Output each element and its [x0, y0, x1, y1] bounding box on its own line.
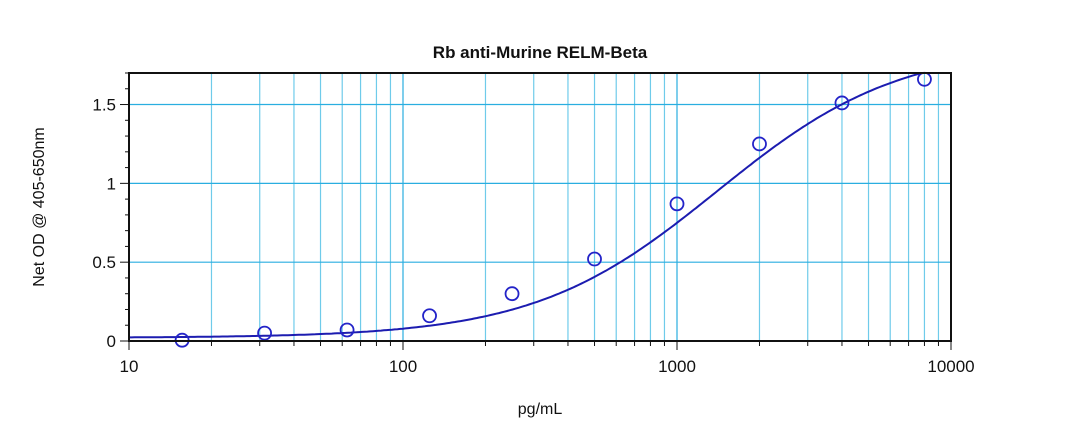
- y-tick-label: 0: [107, 332, 116, 351]
- chart-title: Rb anti-Murine RELM-Beta: [433, 43, 648, 62]
- x-tick-label: 10: [120, 357, 139, 376]
- plot-frame: [128, 72, 952, 342]
- x-axis-ticks: [128, 341, 952, 350]
- data-point-marker: [422, 308, 437, 324]
- data-point-marker: [669, 196, 685, 212]
- fit-curve: [129, 72, 951, 339]
- x-tick-label: 100: [389, 357, 417, 376]
- data-point-marker: [339, 322, 355, 338]
- data-point-marker: [752, 136, 767, 152]
- y-tick-label: 0.5: [92, 253, 116, 272]
- data-point-marker: [587, 251, 602, 267]
- data-point-marker: [834, 95, 850, 111]
- data-point-marker: [504, 286, 520, 302]
- y-tick-label: 1: [107, 174, 116, 193]
- x-tick-label: 10000: [927, 357, 974, 376]
- x-tick-label: 1000: [658, 357, 696, 376]
- y-axis-ticks: [120, 72, 129, 342]
- data-markers: [174, 71, 932, 348]
- x-tick-labels: 10 100 1000 10000: [120, 357, 975, 376]
- y-axis-label: Net OD @ 405-650nm: [31, 127, 48, 286]
- y-tick-label: 1.5: [92, 96, 116, 115]
- y-tick-labels: 0 0.5 1 1.5: [92, 96, 116, 351]
- x-axis-label: pg/mL: [518, 401, 563, 418]
- data-point-marker: [257, 325, 272, 341]
- grid-lines: [129, 73, 951, 341]
